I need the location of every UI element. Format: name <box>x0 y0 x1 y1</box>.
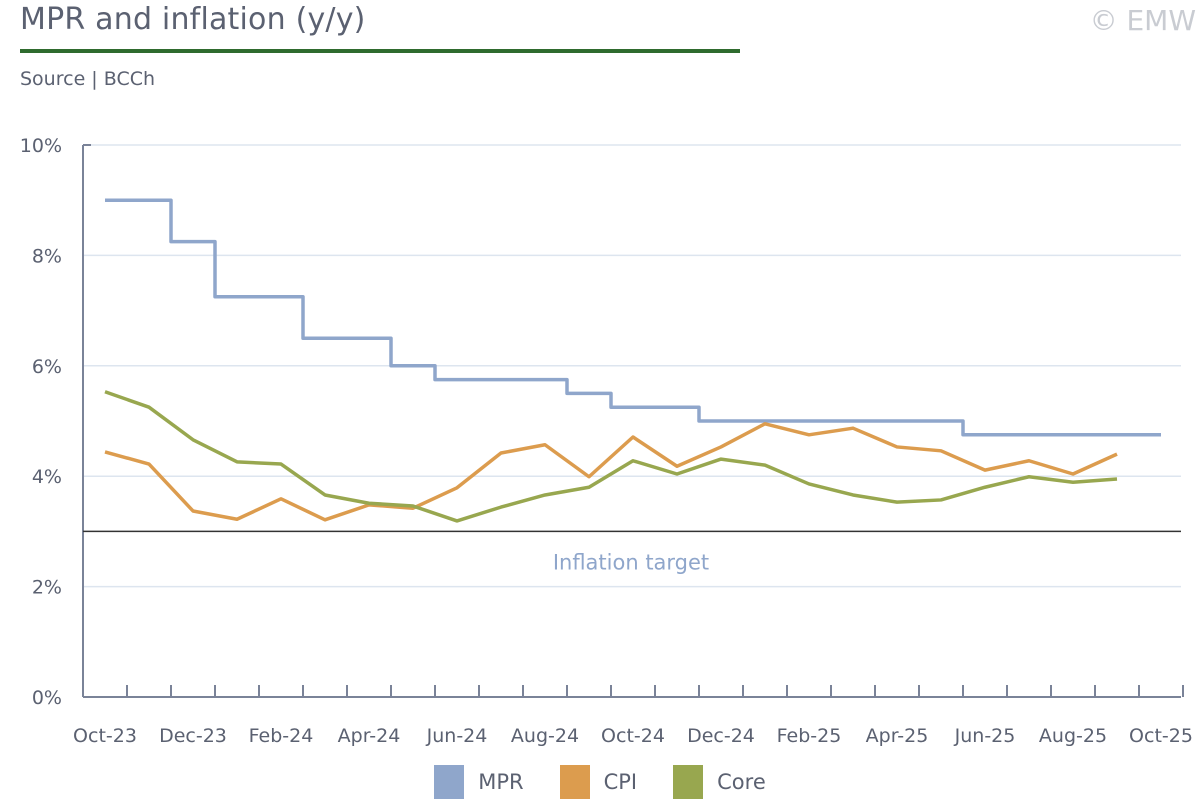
legend-item-core: Core <box>673 765 766 799</box>
series-line-core <box>104 390 1118 523</box>
legend: MPR CPI Core <box>0 765 1200 799</box>
x-tick-label: Feb-25 <box>777 725 842 747</box>
y-tick-label: 0% <box>32 687 62 709</box>
x-tick-label: Apr-25 <box>866 725 929 747</box>
x-tick-label: Aug-25 <box>1039 725 1107 747</box>
y-tick-label: 8% <box>32 245 62 267</box>
legend-label-cpi: CPI <box>603 770 638 794</box>
inflation-target-label: Inflation target <box>553 550 709 574</box>
x-tick-label: Dec-23 <box>159 725 227 747</box>
legend-label-core: Core <box>717 770 766 794</box>
y-tick-label: 4% <box>32 466 62 488</box>
x-tick-label: Feb-24 <box>249 725 314 747</box>
x-tick-label: Oct-24 <box>601 725 665 747</box>
y-tick-label: 10% <box>20 135 62 157</box>
x-tick-label: Dec-24 <box>687 725 755 747</box>
y-tick-label: 6% <box>32 356 62 378</box>
copyright-label: © EMW <box>1089 4 1196 37</box>
legend-item-mpr: MPR <box>434 765 524 799</box>
legend-swatch-cpi <box>559 765 590 799</box>
x-tick-label: Jun-24 <box>426 725 488 747</box>
x-tick-label: Jun-25 <box>954 725 1016 747</box>
legend-label-mpr: MPR <box>478 770 524 794</box>
legend-item-cpi: CPI <box>559 765 638 799</box>
x-tick-label: Aug-24 <box>511 725 579 747</box>
series-line-mpr <box>105 198 1161 437</box>
legend-swatch-core <box>673 765 704 799</box>
chart-title: MPR and inflation (y/y) <box>20 2 366 37</box>
title-underline <box>20 49 740 53</box>
series-line-cpi <box>104 422 1118 522</box>
x-tick-label: Apr-24 <box>338 725 401 747</box>
legend-swatch-mpr <box>434 765 465 799</box>
x-tick-label: Oct-23 <box>73 725 137 747</box>
source-label: Source | BCCh <box>20 68 156 90</box>
y-tick-label: 2% <box>32 577 62 599</box>
x-tick-label: Oct-25 <box>1129 725 1193 747</box>
